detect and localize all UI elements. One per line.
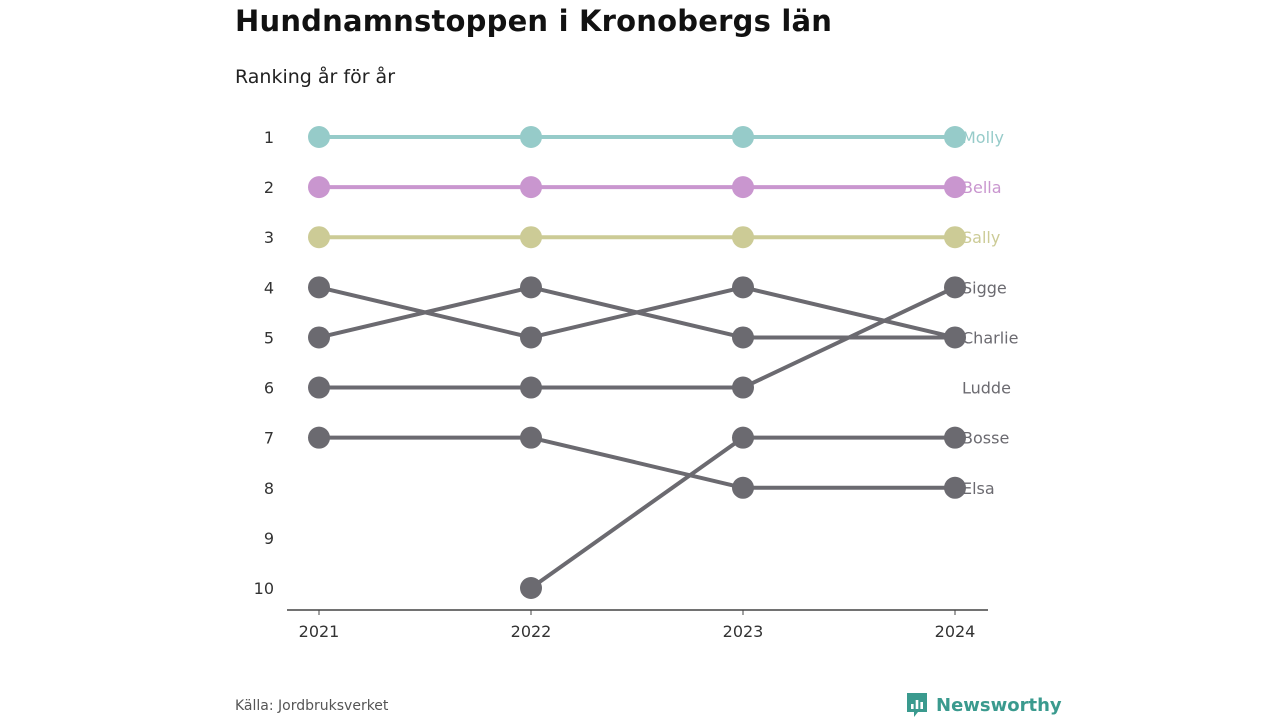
y-tick-5: 5 (264, 328, 274, 347)
series-points (308, 126, 966, 599)
y-tick-8: 8 (264, 479, 274, 498)
x-tick-labels: 2021 2022 2023 2024 (299, 610, 976, 641)
x-tick-2021: 2021 (299, 622, 340, 641)
y-tick-9: 9 (264, 529, 274, 548)
series-lines (317, 135, 957, 590)
point-bella-2022 (520, 176, 542, 199)
point-sally-2022 (520, 226, 542, 249)
x-tick-2023: 2023 (723, 622, 764, 641)
point-charlie-2022 (520, 326, 542, 349)
y-tick-7: 7 (264, 429, 274, 448)
x-tick-2024: 2024 (935, 622, 976, 641)
point-molly-2024 (944, 126, 966, 148)
point-charlie-2021 (308, 276, 330, 299)
point-bella-2023 (732, 176, 754, 199)
point-molly-2021 (308, 126, 330, 148)
point-sally-2024 (944, 226, 966, 249)
series-label-charlie: Charlie (962, 328, 1018, 347)
newsworthy-brand-name: Newsworthy (936, 694, 1062, 716)
point-elsa-2023 (732, 476, 754, 499)
series-label-sally: Sally (962, 228, 1000, 247)
point-charlie-2023 (732, 276, 754, 299)
point-bella-2021 (308, 176, 330, 199)
series-label-bella: Bella (962, 178, 1002, 197)
point-elsa-2024 (944, 476, 966, 499)
point-bosse-2022 (520, 577, 542, 599)
y-tick-3: 3 (264, 228, 274, 247)
series-line-ludde (317, 285, 957, 340)
series-label-bosse: Bosse (962, 429, 1009, 448)
point-sally-2023 (732, 226, 754, 249)
point-elsa-2022 (520, 426, 542, 449)
point-bella-2024 (944, 176, 966, 199)
newsworthy-logo-icon (907, 693, 927, 717)
point-ludde-2021 (308, 326, 330, 349)
series-line-elsa (317, 435, 957, 490)
series-line-bosse (529, 435, 957, 590)
point-sigge-2022 (520, 376, 542, 399)
source-note: Källa: Jordbruksverket (235, 698, 389, 714)
point-molly-2022 (520, 126, 542, 148)
series-labels: Molly Bella Sally Sigge Charlie Ludde Bosse Els… (962, 128, 1018, 498)
chart-title: Hundnamnstoppen i Kronobergs län (235, 4, 833, 38)
newsworthy-logo[interactable]: Newsworthy (905, 691, 1062, 719)
point-ludde-2023 (732, 326, 754, 349)
point-molly-2023 (732, 126, 754, 148)
point-elsa-2021 (308, 426, 330, 449)
point-sally-2021 (308, 226, 330, 249)
series-label-sigge: Sigge (962, 278, 1007, 297)
y-tick-2: 2 (264, 178, 274, 197)
y-tick-1: 1 (264, 128, 274, 147)
y-tick-4: 4 (264, 278, 274, 297)
point-bosse-2024 (944, 426, 966, 449)
series-label-molly: Molly (962, 128, 1004, 147)
point-charlie-2024 (944, 326, 966, 349)
y-tick-6: 6 (264, 379, 274, 398)
series-label-elsa: Elsa (962, 479, 995, 498)
point-sigge-2023 (732, 376, 754, 399)
point-ludde-2022 (520, 276, 542, 299)
y-tick-labels: 1 2 3 4 5 6 7 8 9 10 (254, 128, 274, 598)
series-label-ludde: Ludde (962, 379, 1011, 398)
y-tick-10: 10 (254, 579, 274, 598)
point-sigge-2021 (308, 376, 330, 399)
point-sigge-2024 (944, 276, 966, 299)
x-tick-2022: 2022 (511, 622, 552, 641)
point-bosse-2023 (732, 426, 754, 449)
chart-subtitle: Ranking år för år (235, 66, 396, 88)
